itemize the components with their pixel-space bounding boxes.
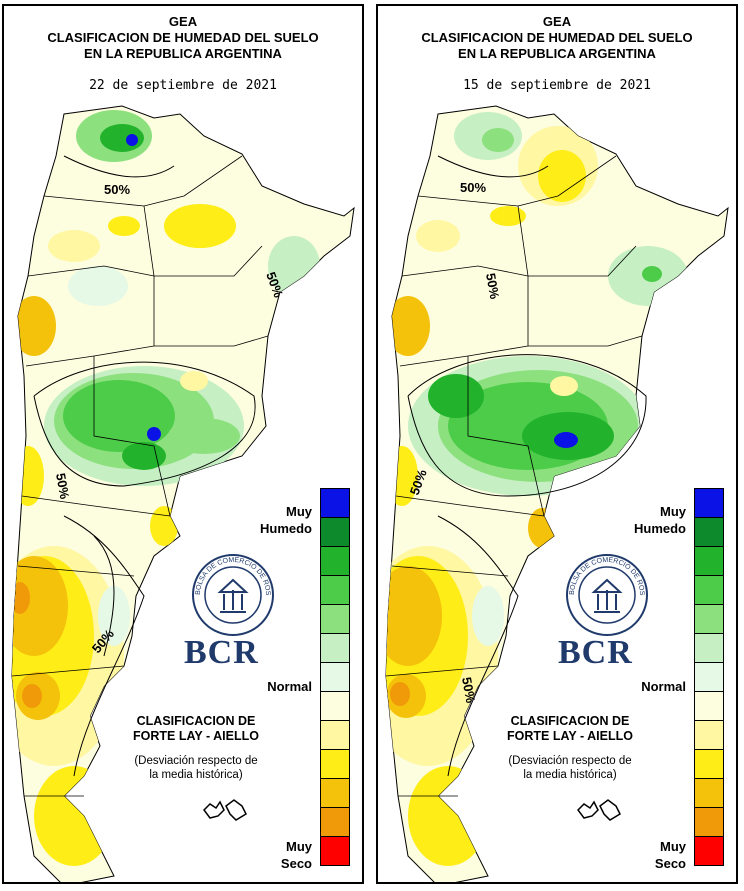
classification-note-line: la media histórica) [523, 769, 617, 781]
legend-label-very-dry: Muy Seco [281, 838, 312, 872]
contour-label: 50% [53, 472, 72, 501]
legend-swatch [694, 488, 724, 518]
title-line-3: EN LA REPUBLICA ARGENTINA [458, 46, 656, 61]
legend-swatch [320, 634, 350, 663]
title-line-1: GEA [542, 14, 572, 29]
argentina-moisture-map: 50% 50% 50% 50% [11, 105, 355, 882]
legend-label-normal: Normal [267, 679, 312, 694]
legend-swatch [320, 750, 350, 779]
legend-swatch [320, 518, 350, 547]
legend-label-line: Muy [660, 504, 686, 519]
title-line-2: CLASIFICACION DE HUMEDAD DEL SUELO [47, 30, 319, 45]
classification-title: CLASIFICACION DE FORTE LAY - AIELLO [482, 714, 658, 744]
classification-note-line: la media histórica) [149, 769, 243, 781]
legend-label-line: Seco [654, 856, 686, 871]
legend-swatch [320, 692, 350, 721]
legend-swatch [320, 547, 350, 576]
legend-swatch [320, 488, 350, 518]
legend-swatch [320, 808, 350, 837]
map-date: 15 de septiembre de 2021 [463, 78, 651, 93]
legend-label-very-dry: Muy Seco [655, 838, 686, 872]
map-panel-sep-22: GEA CLASIFICACION DE HUMEDAD DEL SUELO E… [2, 4, 364, 884]
legend-swatch [320, 576, 350, 605]
legend-label-line: Seco [280, 856, 312, 871]
legend-swatch [694, 750, 724, 779]
legend-swatch [694, 837, 724, 866]
legend-swatch [320, 663, 350, 692]
classification-title: CLASIFICACION DE FORTE LAY - AIELLO [108, 714, 284, 744]
malvinas-islands [577, 799, 621, 821]
contour-label: 50% [459, 676, 478, 705]
legend-label-normal: Normal [641, 679, 686, 694]
legend-label-very-wet: Muy Humedo [260, 503, 312, 537]
legend-swatch [320, 721, 350, 750]
legend-label-very-wet: Muy Humedo [634, 503, 686, 537]
malvinas-islands [203, 799, 247, 821]
legend-label-line: Muy [660, 839, 686, 854]
map-title: GEA CLASIFICACION DE HUMEDAD DEL SUELO E… [378, 14, 736, 62]
legend-swatch [320, 837, 350, 866]
classification-title-line: FORTE LAY - AIELLO [507, 729, 633, 743]
map-panel-sep-15: GEA CLASIFICACION DE HUMEDAD DEL SUELO E… [376, 4, 738, 884]
legend-swatch [694, 605, 724, 634]
contour-label: 50% [104, 182, 130, 197]
contour-label: 50% [483, 272, 502, 301]
bcr-seal-logo: BOLSA DE COMERCIO DE ROSARIO [564, 552, 648, 636]
classification-note: (Desviación respecto de la media históri… [108, 754, 284, 782]
legend-label-line: Muy [286, 504, 312, 519]
classification-note: (Desviación respecto de la media históri… [482, 754, 658, 782]
classification-note-line: (Desviación respecto de [134, 755, 258, 767]
moisture-legend [320, 488, 352, 866]
legend-swatch [694, 576, 724, 605]
legend-swatch [694, 779, 724, 808]
legend-swatch [694, 663, 724, 692]
legend-label-line: Muy [286, 839, 312, 854]
title-line-1: GEA [168, 14, 198, 29]
title-line-3: EN LA REPUBLICA ARGENTINA [84, 46, 282, 61]
legend-swatch [694, 721, 724, 750]
legend-swatch [694, 808, 724, 837]
argentina-moisture-map: 50% 50% 50% 50% [385, 105, 729, 882]
moisture-legend [694, 488, 726, 866]
legend-swatch [694, 634, 724, 663]
legend-swatch [320, 605, 350, 634]
legend-label-line: Humedo [260, 521, 312, 536]
classification-title-line: FORTE LAY - AIELLO [133, 729, 259, 743]
bcr-logo-text: BCR [184, 634, 259, 671]
classification-title-line: CLASIFICACION DE [136, 714, 256, 728]
legend-swatch [694, 518, 724, 547]
map-date: 22 de septiembre de 2021 [89, 78, 277, 93]
classification-title-line: CLASIFICACION DE [510, 714, 630, 728]
legend-swatch [694, 547, 724, 576]
title-line-2: CLASIFICACION DE HUMEDAD DEL SUELO [421, 30, 693, 45]
map-title: GEA CLASIFICACION DE HUMEDAD DEL SUELO E… [4, 14, 362, 62]
bcr-logo-text: BCR [558, 634, 633, 671]
legend-swatch [320, 779, 350, 808]
legend-swatch [694, 692, 724, 721]
bcr-seal-logo: BOLSA DE COMERCIO DE ROSARIO [190, 552, 274, 636]
contour-label: 50% [460, 180, 486, 195]
classification-note-line: (Desviación respecto de [508, 755, 632, 767]
legend-label-line: Humedo [634, 521, 686, 536]
